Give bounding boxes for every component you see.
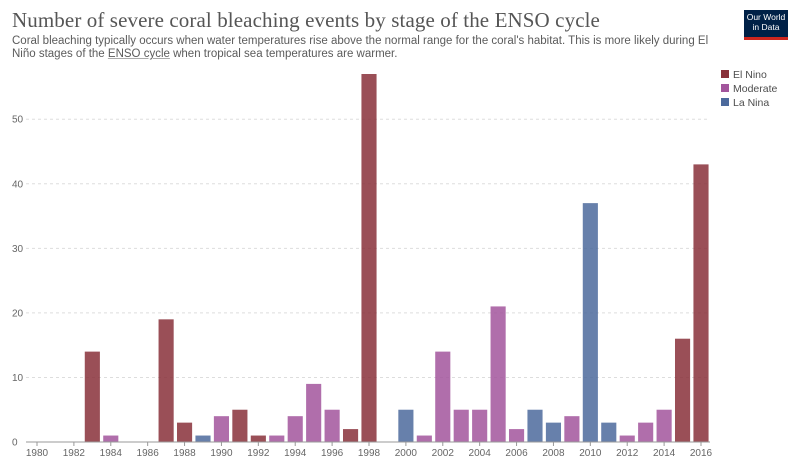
bar-2000[interactable] xyxy=(398,409,414,442)
bar-2011[interactable] xyxy=(601,422,617,442)
logo-line-1: Our World xyxy=(746,12,786,22)
x-axis: 1980 1982 1984 1986 1988 1990 1992 1994 1996 1998… xyxy=(26,442,713,459)
x-tick-label-1996: 1996 xyxy=(321,448,344,459)
y-tick-label-0: 0 xyxy=(12,438,18,449)
chart-title: Number of severe coral bleaching events … xyxy=(12,8,600,32)
bar-1993[interactable] xyxy=(269,435,285,442)
y-tick-label-20: 20 xyxy=(12,308,24,319)
legend-swatch-elnino xyxy=(721,70,729,78)
x-tick-label-1998: 1998 xyxy=(358,448,381,459)
x-tick-label-2016: 2016 xyxy=(690,448,713,459)
bar-1996[interactable] xyxy=(324,409,340,442)
bar-1997[interactable] xyxy=(342,429,359,442)
bar-2013[interactable] xyxy=(638,422,654,442)
enso-cycle-link[interactable]: ENSO cycle xyxy=(107,48,170,60)
legend-swatch-moderate xyxy=(721,84,729,92)
bar-1983[interactable] xyxy=(84,351,100,442)
x-tick-label-1986: 1986 xyxy=(137,448,160,459)
x-tick-label-2000: 2000 xyxy=(395,448,418,459)
bar-2006[interactable] xyxy=(508,429,525,442)
bar-2003[interactable] xyxy=(453,409,469,442)
bar-1998[interactable] xyxy=(361,74,377,442)
bar-2015[interactable] xyxy=(674,338,691,442)
x-tick-label-2004: 2004 xyxy=(469,448,492,459)
bar-2002[interactable] xyxy=(435,351,451,442)
y-tick-label-40: 40 xyxy=(12,179,24,190)
bar-2004[interactable] xyxy=(472,409,488,442)
bar-1991[interactable] xyxy=(232,409,248,442)
legend-label-lanina[interactable]: La Nina xyxy=(733,97,769,109)
x-tick-label-2012: 2012 xyxy=(616,448,639,459)
subtitle-text: Coral bleaching typically occurs when wa… xyxy=(12,35,709,60)
bars xyxy=(84,74,709,442)
legend-swatch-lanina xyxy=(721,98,729,106)
x-tick-label-2006: 2006 xyxy=(505,448,528,459)
x-tick-label-1982: 1982 xyxy=(63,448,86,459)
x-tick-label-2010: 2010 xyxy=(579,448,602,459)
bar-2016[interactable] xyxy=(693,164,709,442)
chart-subtitle: Coral bleaching typically occurs when wa… xyxy=(12,35,712,61)
bar-1994[interactable] xyxy=(287,416,303,442)
bar-2010[interactable] xyxy=(582,203,598,442)
bar-1984[interactable] xyxy=(103,435,119,442)
bar-2007[interactable] xyxy=(527,409,543,442)
bar-1988[interactable] xyxy=(176,422,193,442)
bar-2001[interactable] xyxy=(416,435,432,442)
bar-1992[interactable] xyxy=(250,435,266,442)
subtitle-end: when tropical sea temperatures are warme… xyxy=(169,48,398,60)
y-axis: 0 10 20 30 40 50 xyxy=(12,115,24,449)
legend: El Nino Moderate La Nina xyxy=(721,69,778,109)
bar-2012[interactable] xyxy=(619,435,635,442)
x-tick-label-1988: 1988 xyxy=(173,448,196,459)
bar-1987[interactable] xyxy=(158,319,174,442)
bar-1995[interactable] xyxy=(306,383,322,442)
bar-1990[interactable] xyxy=(213,416,230,442)
x-tick-label-2002: 2002 xyxy=(432,448,455,459)
x-tick-label-1980: 1980 xyxy=(26,448,49,459)
bar-1989[interactable] xyxy=(195,435,211,442)
bar-2008[interactable] xyxy=(545,422,562,442)
y-tick-label-50: 50 xyxy=(12,115,24,126)
x-tick-label-1994: 1994 xyxy=(284,448,307,459)
owid-logo[interactable]: Our World in Data xyxy=(744,10,788,40)
bar-2014[interactable] xyxy=(656,409,672,442)
legend-label-moderate[interactable]: Moderate xyxy=(733,83,778,95)
y-tick-label-10: 10 xyxy=(12,373,24,384)
logo-line-2: in Data xyxy=(752,21,780,32)
bar-2005[interactable] xyxy=(490,306,506,442)
x-tick-label-1990: 1990 xyxy=(210,448,233,459)
x-tick-label-2014: 2014 xyxy=(653,448,676,459)
x-tick-label-1992: 1992 xyxy=(247,448,270,459)
x-tick-label-1984: 1984 xyxy=(100,448,123,459)
y-tick-label-30: 30 xyxy=(12,244,24,255)
bar-2009[interactable] xyxy=(564,416,580,442)
legend-label-elnino[interactable]: El Nino xyxy=(733,69,767,81)
x-tick-label-2008: 2008 xyxy=(542,448,565,459)
